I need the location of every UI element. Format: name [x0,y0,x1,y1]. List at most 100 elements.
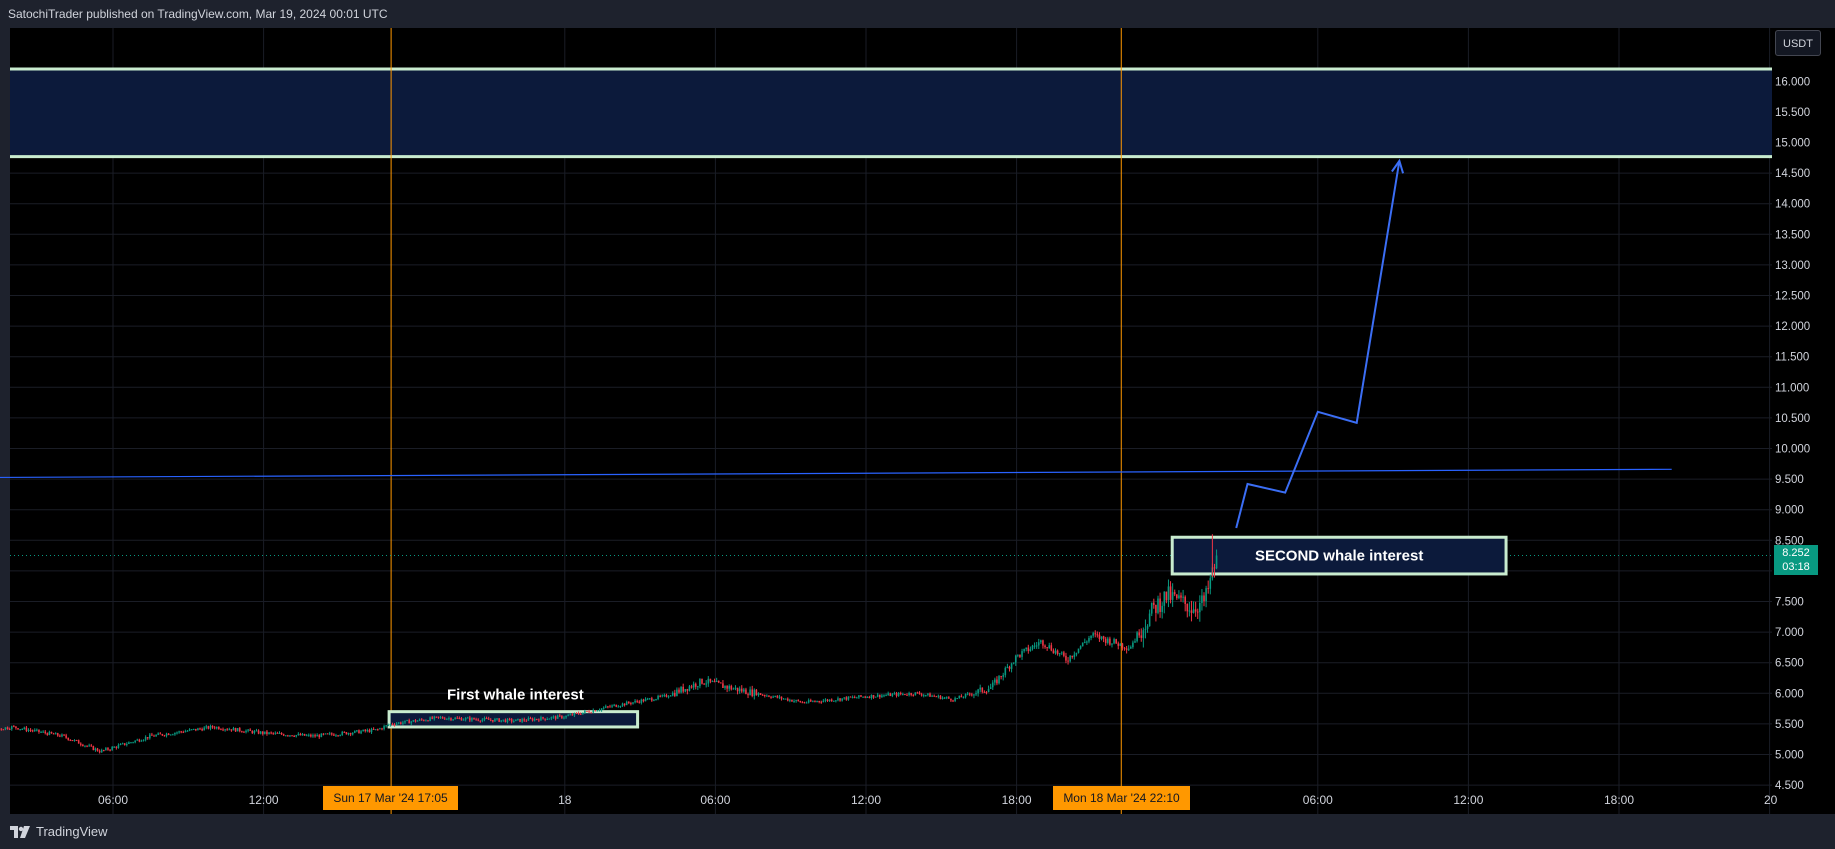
candle-body [556,715,559,719]
candle-body [1094,633,1097,635]
candle-body [872,694,875,698]
candle-body [236,728,239,732]
candle-body [925,694,927,696]
candle-body [910,693,912,695]
candle-body [1012,662,1015,664]
candle-body [1073,654,1076,658]
candle-body [971,694,973,696]
candle-body [456,717,459,719]
second-whale-label: SECOND whale interest [1255,548,1423,565]
candle-body [979,687,982,690]
candle-body [506,718,509,723]
first-whale-zone [387,710,640,729]
footer-brand[interactable]: TradingView [36,823,108,839]
candle-body [2,729,5,731]
candle-body [659,695,661,697]
candle-body [883,695,885,697]
candle-body [755,689,758,696]
candle-body [1056,650,1059,655]
candle-body [477,719,480,721]
candle-body [475,719,477,721]
candle-body [793,700,795,702]
candle-body [1063,652,1065,656]
candle-body [713,681,716,683]
candle-body [1134,641,1136,643]
candle-body [895,693,898,696]
candle-body [82,744,84,747]
candle-body [452,719,454,721]
candle-body [922,695,925,697]
bar-countdown: 03:18 [1782,561,1810,573]
candle-body [255,730,258,732]
candle-body [423,719,425,721]
candle-body [40,731,42,733]
candle-body [889,693,892,697]
candle-body [312,735,314,737]
candle-body [184,731,187,733]
candle-body [734,687,737,689]
candle-body [864,696,866,698]
candle-body [397,722,400,724]
candle-body [458,717,461,719]
price-tick-label: 10.000 [1775,444,1810,456]
candle-body [79,743,82,745]
candle-body [766,695,768,697]
candle-body [314,735,316,737]
candle-body [59,735,61,737]
tradingview-logo-icon[interactable] [10,825,30,838]
candle-body [812,701,814,703]
candle-body [1010,663,1013,669]
candle-body [964,693,967,698]
candle-body [782,698,785,700]
candle-body [897,693,900,696]
candle-body [517,718,519,720]
candle-body [494,719,496,722]
candle-body [858,695,860,698]
candle-body [948,697,950,699]
candle-body [738,688,741,692]
candle-body [1194,609,1197,612]
candle-body [408,720,410,724]
candle-body [983,691,986,693]
second-whale-zone [1170,535,1508,576]
candle-body [753,689,756,697]
candle-body [1046,647,1048,649]
candle-body [146,737,149,739]
candle-body [270,732,272,734]
footer-bar: TradingView [0,814,1835,849]
candle-body [822,700,825,703]
candle-body [791,699,793,702]
time-tick-label: 18:00 [1604,793,1634,807]
candle-body [400,722,402,724]
candle-body [243,731,245,733]
currency-button[interactable]: USDT [1775,30,1821,56]
candle-body [759,693,762,695]
candle-body [272,732,275,734]
candle-body [935,696,938,698]
candle-body [1132,642,1134,648]
candle-body [630,703,632,705]
price-tick-label: 8.500 [1775,535,1804,547]
candle-body [770,696,772,698]
candle-body [657,695,659,700]
candle-body [527,718,530,721]
candle-body [287,735,289,737]
time-tick-label: 12:00 [851,793,881,807]
candle-body [412,720,415,722]
candle-body [414,720,417,722]
candle-body [1115,639,1117,644]
candle-body [642,699,645,702]
price-tick-label: 12.000 [1775,321,1810,333]
candle-body [209,725,212,729]
chart-area[interactable] [10,28,1835,814]
price-tick-label: 12.500 [1775,291,1810,303]
candle-body [21,728,24,730]
candle-body [266,731,268,734]
price-tick-label: 16.000 [1775,76,1810,88]
candle-body [19,729,21,731]
candle-body [567,715,569,717]
candle-body [1081,642,1084,647]
candle-body [335,735,337,737]
candle-body [590,712,592,714]
